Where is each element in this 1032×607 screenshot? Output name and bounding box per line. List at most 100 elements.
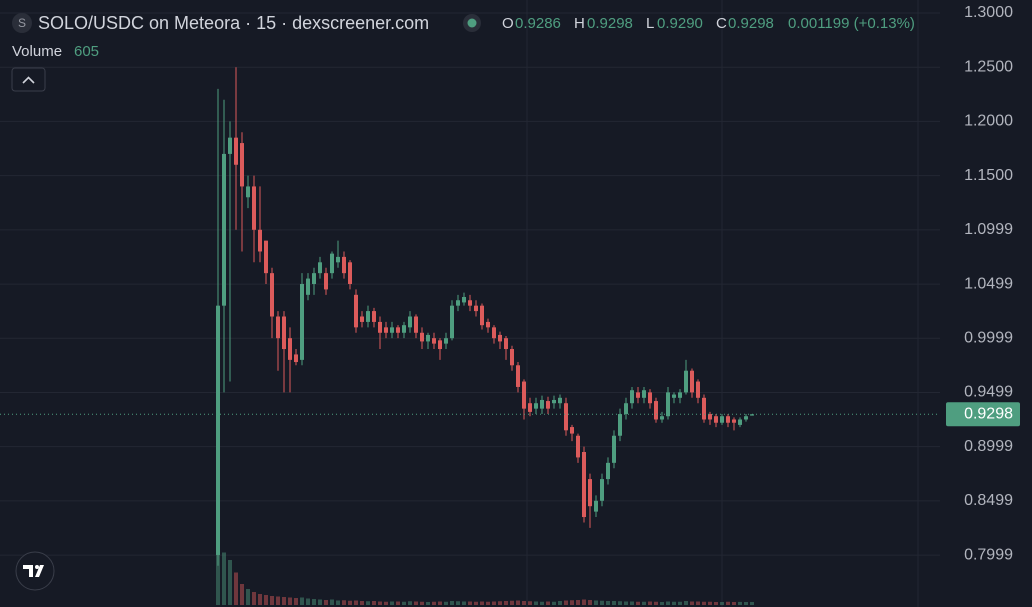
last-price-box	[946, 402, 1020, 427]
volume-bar	[270, 596, 274, 605]
volume-bar	[510, 600, 514, 605]
candle-body	[720, 416, 724, 423]
candle-body	[354, 294, 358, 328]
last-price-label: 0.9298	[964, 405, 1013, 422]
volume-bar	[240, 584, 244, 605]
collapse-button-frame[interactable]	[11, 67, 46, 92]
time-grid	[526, 0, 919, 607]
candle-body	[624, 403, 628, 415]
candle-body	[708, 414, 712, 420]
volume-bar	[738, 601, 742, 605]
candle-body	[414, 316, 418, 333]
volume-bar	[588, 600, 592, 605]
volume-bar	[570, 600, 574, 605]
volume-bar	[384, 601, 388, 605]
tv-logo[interactable]	[15, 551, 55, 591]
volume-bar	[744, 602, 748, 605]
candle-body	[312, 273, 316, 284]
candle-body	[456, 300, 460, 306]
candle-body	[360, 316, 364, 322]
candle-body	[684, 370, 688, 393]
volume-bar	[714, 602, 718, 605]
candle-body	[534, 403, 538, 409]
candle-body	[276, 316, 280, 339]
status-dot	[467, 18, 477, 28]
volume-bar	[252, 592, 256, 605]
volume-bar	[330, 599, 334, 605]
volume-bar	[528, 601, 532, 605]
candle-body	[690, 370, 694, 393]
y-tick-label: 0.8999	[964, 438, 1013, 455]
candle-body	[348, 262, 352, 284]
candle-body	[552, 399, 556, 404]
volume-bar	[642, 601, 646, 605]
volume-bar	[438, 601, 442, 605]
candle-body	[576, 435, 580, 458]
volume-bar	[450, 601, 454, 605]
volume-bar	[258, 594, 262, 605]
volume-bar	[660, 602, 664, 605]
volume-bar	[300, 597, 304, 605]
candle-body	[438, 340, 442, 350]
volume-bar	[624, 601, 628, 605]
candle-body	[546, 401, 550, 409]
volume-bar	[474, 601, 478, 605]
candle-body	[696, 381, 700, 398]
candle-body	[510, 349, 514, 366]
candle-body	[324, 273, 328, 290]
volume-bar	[282, 597, 286, 605]
volume-bar	[702, 601, 706, 605]
volume-value: 605	[74, 43, 99, 60]
ohlc-key: C	[716, 15, 727, 32]
candle-body	[216, 305, 220, 555]
candle-body	[750, 414, 754, 416]
volume-bar	[546, 601, 550, 605]
token-icon-letter: S	[18, 16, 26, 30]
candle-body	[588, 479, 592, 507]
volume-bar	[684, 601, 688, 605]
tv-logo-mark	[23, 565, 44, 577]
candle-body	[282, 316, 286, 350]
candle-body	[570, 427, 574, 434]
candle-body	[486, 321, 490, 328]
volume-bar	[552, 601, 556, 605]
candle-body	[246, 186, 250, 198]
volume-bar	[462, 601, 466, 605]
candle-body	[594, 500, 598, 512]
candle-body	[420, 332, 424, 342]
candle-body	[240, 143, 244, 187]
candle-body	[498, 334, 502, 342]
candle-body	[384, 327, 388, 333]
volume-bar	[606, 601, 610, 605]
candle-body	[450, 305, 454, 339]
volume-bar	[630, 601, 634, 605]
candle-body	[300, 283, 304, 360]
candle-body	[462, 296, 466, 303]
volume-bar	[432, 601, 436, 605]
volume-bar	[492, 601, 496, 605]
candle-body	[480, 305, 484, 326]
volume-bar	[408, 601, 412, 605]
volume-bar	[654, 601, 658, 605]
volume-bar	[750, 601, 754, 605]
volume-bar	[732, 602, 736, 605]
volume-bar	[708, 601, 712, 605]
tv-logo-dot	[35, 565, 39, 569]
candle-body	[252, 186, 256, 230]
volume-bar	[444, 601, 448, 605]
y-tick-label: 0.7999	[964, 546, 1013, 563]
candle-body	[648, 392, 652, 404]
volume-bar	[648, 601, 652, 605]
tv-logo-circle[interactable]	[15, 551, 55, 591]
collapse-button[interactable]	[11, 67, 46, 92]
volume-bar	[468, 601, 472, 605]
y-tick-label: 1.3000	[964, 4, 1013, 21]
candle-body	[474, 305, 478, 312]
candle-body	[744, 416, 748, 420]
candle-body	[408, 316, 412, 328]
volume-bar	[594, 600, 598, 605]
candle-body	[426, 334, 430, 342]
candle-body	[516, 365, 520, 387]
